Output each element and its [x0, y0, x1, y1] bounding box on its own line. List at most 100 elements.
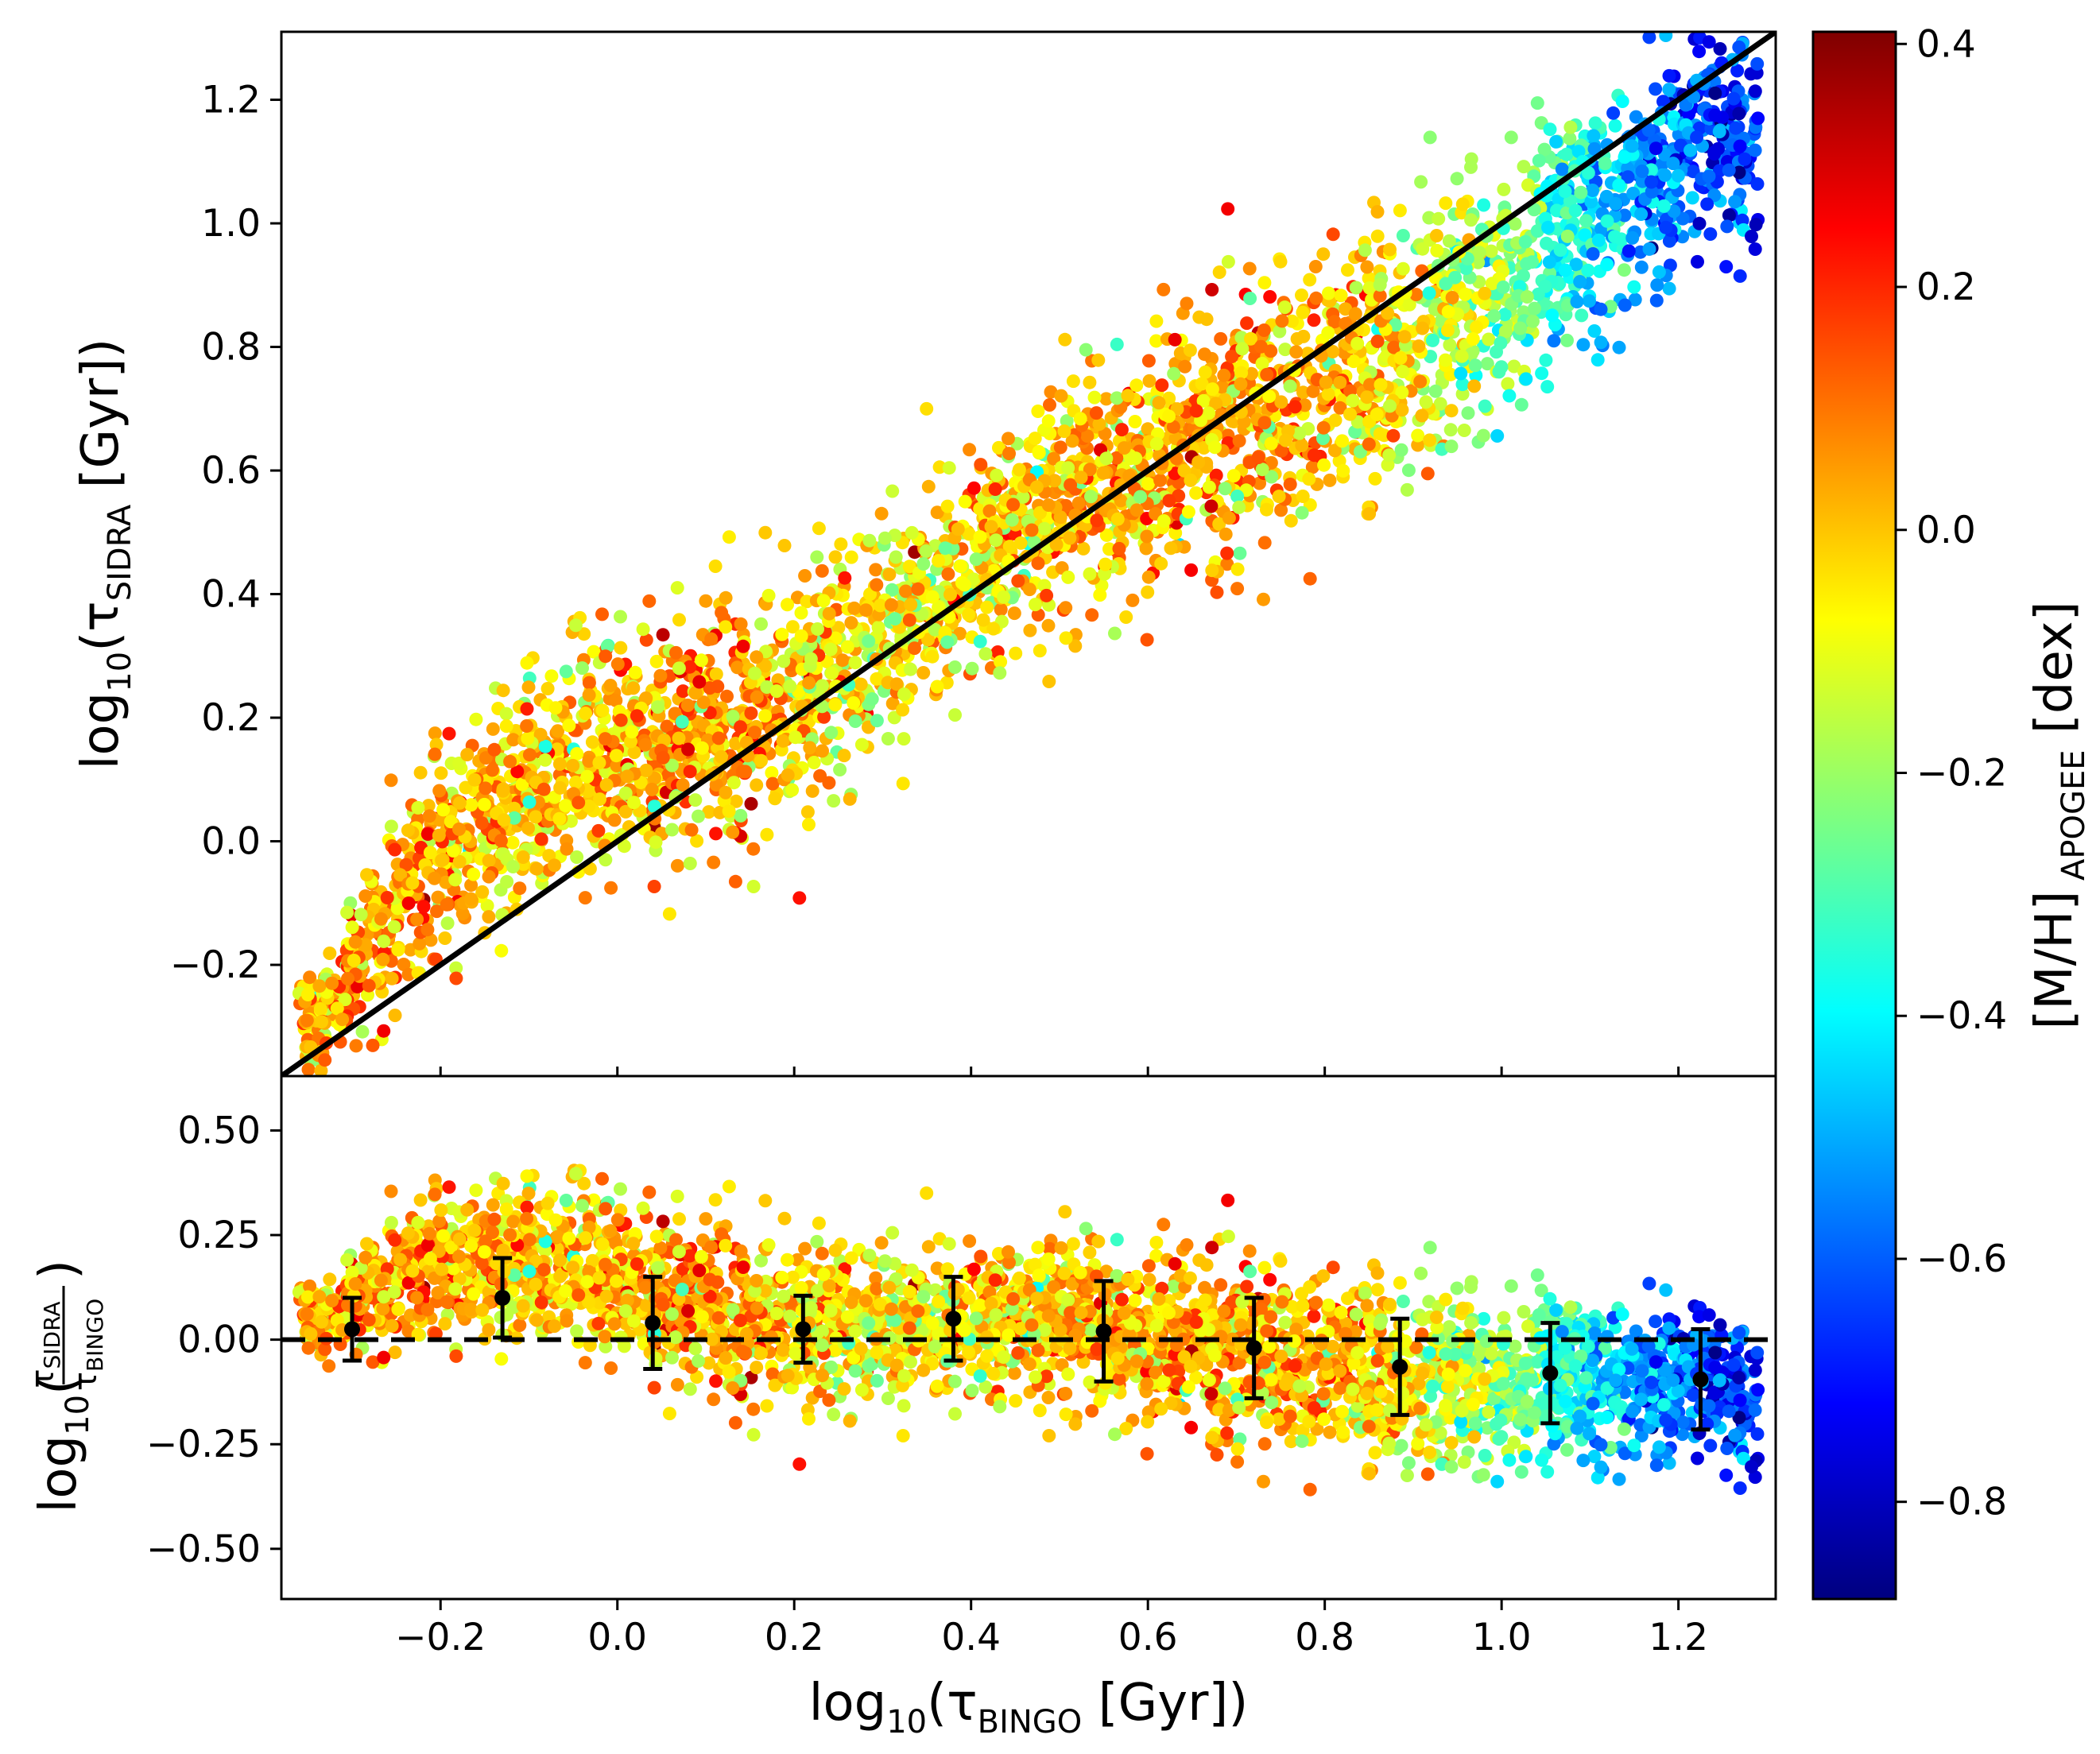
top-data-point — [951, 522, 965, 536]
top-data-point — [1573, 275, 1587, 288]
top-data-point — [520, 656, 534, 670]
top-data-point — [1387, 340, 1401, 354]
top-data-point — [925, 590, 940, 604]
top-data-point — [1033, 644, 1047, 658]
top-data-point — [1370, 205, 1385, 219]
bottom-data-point — [1514, 1465, 1529, 1479]
top-data-point — [802, 818, 816, 831]
top-data-point — [1141, 585, 1155, 599]
top-data-point — [599, 649, 613, 664]
top-data-point — [1442, 234, 1456, 248]
top-data-point — [1153, 473, 1168, 487]
top-data-point — [1719, 260, 1734, 274]
bottom-data-point — [1348, 1325, 1362, 1339]
bottom-data-point — [790, 1253, 804, 1267]
top-data-point — [1029, 598, 1042, 612]
top-data-point — [593, 792, 606, 807]
top-data-point — [618, 804, 633, 819]
top-data-point — [544, 669, 559, 683]
top-data-point — [1539, 353, 1553, 367]
top-data-point — [1373, 288, 1387, 303]
top-data-point — [1732, 165, 1746, 180]
top-data-point — [1732, 40, 1746, 54]
top-data-point — [587, 645, 601, 659]
top-data-point — [1472, 246, 1486, 260]
top-data-point — [506, 733, 521, 747]
top-data-point — [1578, 228, 1592, 242]
top-data-point — [1591, 233, 1606, 247]
top-data-point — [882, 567, 897, 582]
top-data-point — [459, 780, 473, 795]
top-data-point — [978, 647, 993, 661]
top-data-point — [1430, 243, 1444, 257]
top-data-point — [315, 1015, 328, 1029]
top-data-point — [1133, 490, 1148, 504]
top-data-point — [828, 550, 843, 564]
top-data-point — [715, 749, 728, 764]
top-data-point — [777, 539, 792, 552]
top-data-point — [758, 525, 773, 540]
top-data-point — [1393, 351, 1408, 365]
top-data-point — [704, 632, 719, 646]
top-data-point — [1618, 208, 1632, 223]
top-data-point — [1053, 440, 1067, 455]
top-data-point — [902, 559, 916, 574]
bottom-data-point — [1649, 1315, 1663, 1329]
bottom-data-point — [1199, 1258, 1214, 1272]
top-data-point — [354, 908, 368, 922]
top-data-point — [1126, 593, 1140, 607]
top-data-point — [494, 943, 509, 958]
top-data-point — [1749, 218, 1763, 232]
top-data-point — [1257, 276, 1272, 290]
top-data-point — [430, 904, 444, 919]
bottom-data-point — [1634, 1429, 1649, 1442]
top-data-point — [1350, 336, 1365, 350]
top-data-point — [973, 634, 987, 649]
top-data-point — [1257, 416, 1272, 430]
top-data-point — [719, 785, 733, 800]
top-data-point — [1666, 157, 1680, 171]
top-data-point — [639, 633, 653, 647]
top-data-point — [1274, 443, 1288, 458]
top-data-point — [1443, 423, 1458, 437]
top-data-point — [645, 782, 659, 796]
top-data-point — [1594, 302, 1608, 316]
top-data-point — [930, 680, 944, 694]
bottom-scatter-points — [292, 1164, 1765, 1497]
top-data-point — [624, 734, 637, 749]
top-data-point — [1240, 316, 1254, 331]
top-data-point — [1560, 147, 1574, 161]
top-data-point — [1485, 277, 1499, 291]
top-data-point — [1085, 608, 1099, 622]
top-data-point — [1202, 480, 1216, 494]
top-data-point — [746, 842, 761, 856]
top-data-point — [1513, 321, 1528, 335]
top-data-point — [719, 590, 733, 605]
top-data-point — [1011, 574, 1025, 588]
top-data-point — [397, 958, 411, 971]
top-data-point — [510, 765, 525, 779]
top-data-point — [1334, 288, 1348, 303]
top-data-point — [1275, 314, 1289, 328]
top-data-point — [303, 970, 317, 985]
top-data-point — [1658, 168, 1672, 182]
top-data-point — [1612, 178, 1626, 192]
top-data-point — [847, 696, 861, 710]
top-data-point — [1569, 257, 1583, 272]
top-data-point — [1044, 385, 1058, 399]
top-data-point — [1581, 166, 1595, 180]
top-data-point — [428, 871, 441, 885]
top-data-point — [1087, 390, 1102, 405]
top-data-point — [1321, 387, 1335, 401]
top-data-point — [874, 506, 889, 521]
top-data-point — [482, 910, 496, 924]
bottom-data-point — [978, 1380, 993, 1394]
top-data-point — [1439, 277, 1453, 291]
top-data-point — [974, 458, 988, 472]
top-data-point — [835, 653, 850, 668]
top-data-point — [599, 853, 613, 867]
top-data-point — [889, 550, 903, 564]
top-data-point — [1060, 414, 1074, 428]
top-data-point — [734, 720, 747, 734]
bottom-data-point — [1370, 1283, 1385, 1297]
